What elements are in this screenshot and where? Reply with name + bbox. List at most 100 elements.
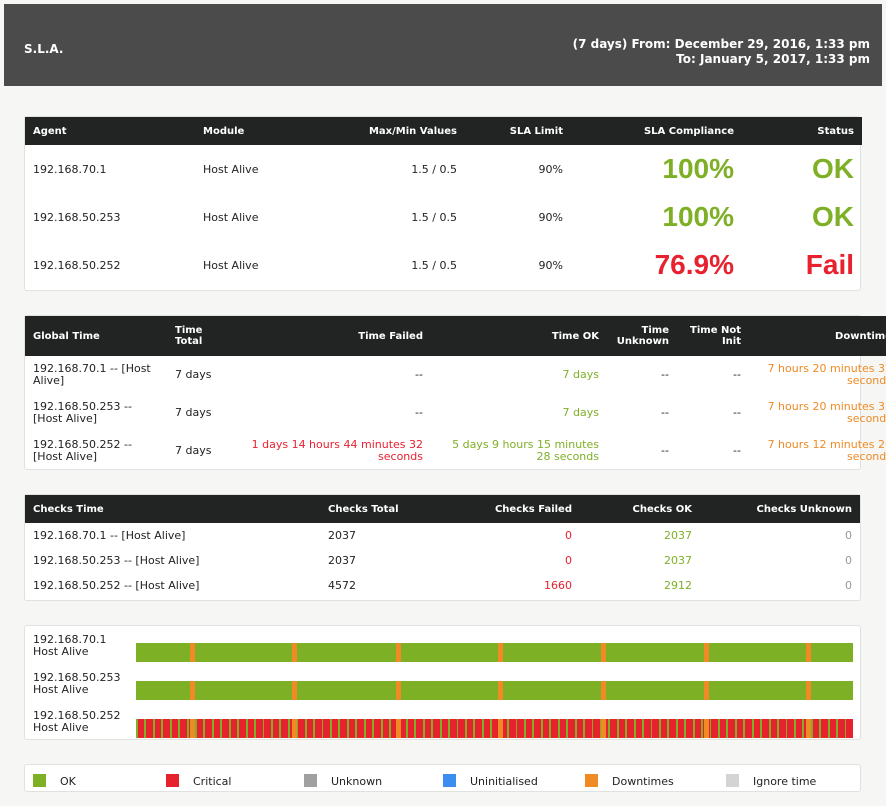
timeline-ok-segment — [313, 719, 316, 738]
timeline-ok-segment — [819, 719, 822, 738]
time-cell-downtime: 7 hours 20 minutes 32 seconds — [767, 400, 886, 425]
checks-cell-failed: 1660 — [544, 579, 572, 592]
legend-swatch — [443, 774, 456, 787]
date-from: (7 days) From: December 29, 2016, 1:33 p… — [572, 37, 870, 51]
timeline-ok-segment — [793, 719, 796, 738]
timeline-ok-segment — [405, 719, 408, 738]
col-maxmin: Max/Min Values — [305, 117, 465, 145]
timeline-downtime-marker — [703, 719, 709, 738]
legend-label: Unknown — [331, 775, 383, 788]
timeline-ok-segment — [237, 719, 240, 738]
time-cell-unknown: -- — [661, 444, 669, 457]
sla-table-header: Agent Module Max/Min Values SLA Limit SL… — [25, 117, 862, 145]
sla-table-panel: Agent Module Max/Min Values SLA Limit SL… — [24, 116, 862, 291]
timeline-downtime-marker — [498, 719, 504, 738]
time-cell-downtime: 7 hours 20 minutes 32 seconds — [767, 362, 886, 387]
time-cell-failed: 1 days 14 hours 44 minutes 32 seconds — [251, 438, 423, 463]
sla-cell-limit: 90% — [538, 210, 563, 224]
time-cell-notinit: -- — [733, 368, 741, 381]
timeline-ok-segment — [330, 719, 332, 738]
time-cell-total: 7 days — [175, 406, 212, 419]
legend-swatch — [726, 774, 739, 787]
timeline-row: 192.168.50.253 Host Alive — [33, 672, 853, 702]
legend-label: Downtimes — [612, 775, 674, 788]
timeline-downtime-marker — [498, 681, 504, 700]
timeline-ok-segment — [169, 719, 172, 738]
time-cell-unknown: -- — [661, 406, 669, 419]
legend-swatch — [166, 774, 179, 787]
sla-cell-module: Host Alive — [203, 162, 259, 176]
timeline-ok-segment — [279, 719, 282, 738]
time-cell-ok: 7 days — [562, 406, 599, 419]
timeline-ok-segment — [810, 719, 813, 738]
legend-item-downtimes: Downtimes — [585, 774, 674, 788]
timeline-ok-segment — [608, 719, 611, 738]
sla-row: 192.168.50.252 Host Alive 1.5 / 0.5 90% 76.9… — [25, 241, 862, 289]
timeline-downtime-marker — [292, 643, 298, 662]
report-header: S.L.A. (7 days) From: December 29, 2016,… — [4, 4, 882, 86]
timeline-ok-segment — [270, 719, 273, 738]
timeline-ok-segment — [777, 719, 779, 738]
timeline-ok-segment — [836, 719, 839, 738]
checks-cell-unknown: 0 — [845, 554, 852, 567]
date-to: To: January 5, 2017, 1:33 pm — [676, 52, 870, 66]
checks-table: Checks Time Checks Total Checks Failed C… — [25, 495, 860, 598]
timeline-ok-segment — [144, 719, 147, 738]
timeline-ok-segment — [456, 719, 459, 738]
col-checks-ok: Checks OK — [580, 495, 700, 523]
col-sla-limit: SLA Limit — [465, 117, 571, 145]
sla-row: 192.168.70.1 Host Alive 1.5 / 0.5 90% 100% OK — [25, 145, 862, 193]
col-module: Module — [195, 117, 305, 145]
timeline-ok-segment — [540, 719, 543, 738]
timeline-downtime-marker — [703, 643, 709, 662]
timeline-ok-segment — [372, 719, 375, 738]
legend-label: Ignore time — [753, 775, 817, 788]
timeline-downtime-marker — [189, 643, 195, 662]
time-table-panel: Global Time Time Total Time Failed Time … — [24, 315, 886, 470]
timeline-ok-segment — [642, 719, 644, 738]
time-cell-ok: 7 days — [562, 368, 599, 381]
legend-label: Uninitialised — [470, 775, 538, 788]
sla-cell-maxmin: 1.5 / 0.5 — [411, 258, 457, 272]
timeline-ok-segment — [220, 719, 223, 738]
timeline-ok-segment — [380, 719, 383, 738]
legend-item-uninitialised: Uninitialised — [443, 774, 538, 788]
timeline-ok-segment — [355, 719, 358, 738]
timeline-ok-segment — [844, 719, 847, 738]
timeline-ok-segment — [726, 719, 729, 738]
timeline-downtime-marker — [600, 719, 606, 738]
timeline-ok-segment — [321, 719, 324, 738]
timeline-ok-segment — [507, 719, 510, 738]
timeline-downtime-marker — [189, 719, 195, 738]
sla-cell-agent: 192.168.50.252 — [33, 258, 121, 272]
sla-cell-module: Host Alive — [203, 258, 259, 272]
sla-table: Agent Module Max/Min Values SLA Limit SL… — [25, 117, 862, 289]
checks-cell-ok: 2912 — [664, 579, 692, 592]
sla-timeline-panel: 192.168.70.1 Host Alive 192.168.50.253 Host… — [24, 625, 861, 740]
legend-swatch — [585, 774, 598, 787]
time-cell-ok: 5 days 9 hours 15 minutes 28 seconds — [452, 438, 599, 463]
timeline-downtime-marker — [806, 681, 812, 700]
col-time-total: Time Total — [167, 316, 235, 356]
timeline-ok-segment — [389, 719, 391, 738]
checks-cell-name: 192.168.50.252 -- [Host Alive] — [33, 579, 200, 592]
timeline-ok-segment — [254, 719, 256, 738]
col-time-unknown: Time Unknown — [607, 316, 677, 356]
timeline-downtime-marker — [395, 719, 401, 738]
checks-row: 192.168.50.253 -- [Host Alive] 2037 0 2037 0 — [25, 548, 860, 573]
timeline-row: 192.168.70.1 Host Alive — [33, 634, 853, 664]
timeline-agent: 192.168.50.252 — [33, 709, 121, 722]
timeline-ok-segment — [532, 719, 535, 738]
timeline-ok-segment — [566, 719, 569, 738]
sla-cell-compliance: 100% — [662, 153, 734, 184]
timeline-ok-segment — [448, 719, 450, 738]
timeline-ok-segment — [574, 719, 577, 738]
timeline-ok-segment — [549, 719, 552, 738]
legend-label: OK — [60, 775, 76, 788]
timeline-module: Host Alive — [33, 645, 89, 658]
col-checks-unknown: Checks Unknown — [700, 495, 860, 523]
checks-cell-name: 192.168.50.253 -- [Host Alive] — [33, 554, 200, 567]
col-global-time: Global Time — [25, 316, 167, 356]
timeline-ok-segment — [734, 719, 737, 738]
legend-item-critical: Critical — [166, 774, 231, 788]
